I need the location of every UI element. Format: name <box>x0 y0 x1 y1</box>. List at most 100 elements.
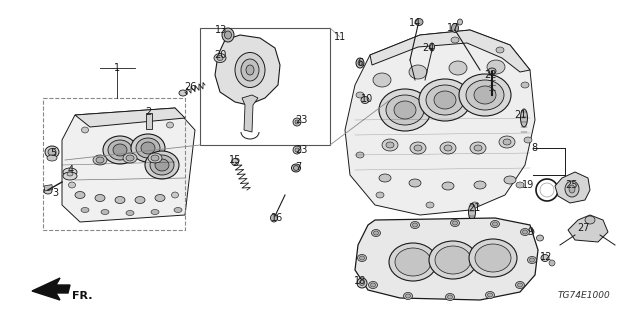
Text: 26: 26 <box>184 82 196 92</box>
Text: 2: 2 <box>145 107 151 117</box>
Ellipse shape <box>474 86 496 104</box>
Ellipse shape <box>45 146 59 158</box>
Ellipse shape <box>426 85 464 115</box>
Text: 23: 23 <box>295 115 307 125</box>
Ellipse shape <box>569 185 575 193</box>
Ellipse shape <box>356 152 364 158</box>
Text: 12: 12 <box>540 252 552 262</box>
Ellipse shape <box>360 281 365 285</box>
Ellipse shape <box>452 221 458 225</box>
Ellipse shape <box>451 37 459 43</box>
Ellipse shape <box>496 47 504 53</box>
Ellipse shape <box>356 58 364 68</box>
Text: 15: 15 <box>229 155 241 165</box>
Ellipse shape <box>356 92 364 98</box>
Ellipse shape <box>67 172 73 176</box>
Ellipse shape <box>451 220 460 227</box>
Ellipse shape <box>474 145 482 151</box>
Ellipse shape <box>524 137 532 143</box>
Ellipse shape <box>155 159 169 171</box>
Text: 25: 25 <box>564 180 577 190</box>
Text: 5: 5 <box>50 148 56 158</box>
Ellipse shape <box>293 146 301 154</box>
Ellipse shape <box>136 138 160 158</box>
Ellipse shape <box>222 28 234 42</box>
Ellipse shape <box>241 59 259 81</box>
Ellipse shape <box>526 228 534 236</box>
Ellipse shape <box>126 211 134 215</box>
Ellipse shape <box>115 196 125 204</box>
Text: 3: 3 <box>52 188 58 198</box>
Ellipse shape <box>357 278 367 288</box>
Ellipse shape <box>361 97 369 103</box>
Text: 22: 22 <box>484 70 496 80</box>
Ellipse shape <box>293 118 301 126</box>
Ellipse shape <box>68 182 76 188</box>
Ellipse shape <box>174 207 182 212</box>
Text: 16: 16 <box>271 213 283 223</box>
Text: 8: 8 <box>531 143 537 153</box>
Text: 18: 18 <box>354 276 366 286</box>
Ellipse shape <box>527 257 536 263</box>
Ellipse shape <box>150 155 174 175</box>
Ellipse shape <box>235 52 265 87</box>
Ellipse shape <box>403 292 413 300</box>
Text: 20: 20 <box>214 50 226 60</box>
Ellipse shape <box>379 89 431 131</box>
Text: FR.: FR. <box>72 291 93 301</box>
Bar <box>43 98 185 230</box>
Ellipse shape <box>44 188 52 194</box>
Bar <box>146 113 152 129</box>
Ellipse shape <box>47 155 57 161</box>
Ellipse shape <box>295 120 299 124</box>
Ellipse shape <box>151 210 159 214</box>
Ellipse shape <box>395 248 431 276</box>
Ellipse shape <box>499 136 515 148</box>
Ellipse shape <box>440 142 456 154</box>
Polygon shape <box>215 35 280 105</box>
Bar <box>200 28 330 145</box>
Ellipse shape <box>155 195 165 202</box>
Ellipse shape <box>565 181 579 197</box>
Polygon shape <box>568 215 608 242</box>
Ellipse shape <box>48 148 56 156</box>
Ellipse shape <box>488 293 493 297</box>
Ellipse shape <box>148 153 162 163</box>
Ellipse shape <box>294 165 298 171</box>
Ellipse shape <box>179 90 187 96</box>
Ellipse shape <box>490 220 499 228</box>
Ellipse shape <box>487 60 505 74</box>
Ellipse shape <box>386 142 394 148</box>
Ellipse shape <box>379 174 391 182</box>
Ellipse shape <box>468 204 476 220</box>
Ellipse shape <box>415 19 423 26</box>
Ellipse shape <box>516 182 524 188</box>
Ellipse shape <box>126 155 134 161</box>
Ellipse shape <box>217 55 223 60</box>
Polygon shape <box>62 108 195 222</box>
Ellipse shape <box>488 68 496 74</box>
Ellipse shape <box>410 142 426 154</box>
Ellipse shape <box>409 65 427 79</box>
Ellipse shape <box>389 243 437 281</box>
Ellipse shape <box>458 19 463 25</box>
Text: 7: 7 <box>295 162 301 172</box>
Ellipse shape <box>414 145 422 151</box>
Text: 19: 19 <box>522 180 534 190</box>
Ellipse shape <box>515 282 525 289</box>
Ellipse shape <box>419 79 471 121</box>
Ellipse shape <box>529 258 534 262</box>
Ellipse shape <box>123 153 137 163</box>
Text: 4: 4 <box>68 165 74 175</box>
Ellipse shape <box>75 191 85 198</box>
Ellipse shape <box>503 139 511 145</box>
Ellipse shape <box>435 246 471 274</box>
Bar <box>44 185 52 191</box>
Ellipse shape <box>470 142 486 154</box>
Ellipse shape <box>459 74 511 116</box>
Ellipse shape <box>113 144 127 156</box>
Ellipse shape <box>151 155 159 161</box>
Ellipse shape <box>358 60 362 66</box>
Ellipse shape <box>429 43 435 51</box>
Ellipse shape <box>214 53 226 62</box>
